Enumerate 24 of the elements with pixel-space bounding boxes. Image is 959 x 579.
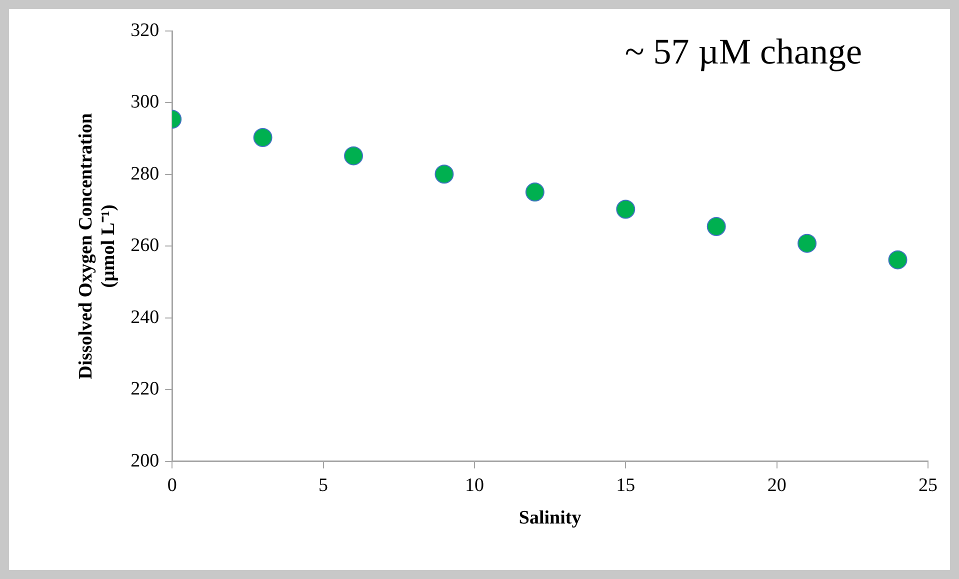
x-tick-label: 15 xyxy=(616,474,636,496)
x-tick-label: 10 xyxy=(464,474,484,496)
point xyxy=(253,128,272,148)
point xyxy=(434,164,454,184)
point xyxy=(706,216,726,236)
point xyxy=(888,250,908,270)
y-tick-label: 280 xyxy=(130,163,160,184)
x-tick-label: 5 xyxy=(318,474,328,496)
y-tick-label: 200 xyxy=(130,450,160,472)
point xyxy=(616,200,636,219)
y-tick-label: 260 xyxy=(130,235,160,256)
x-tick-label: 20 xyxy=(767,474,786,496)
y-tick-label: 320 xyxy=(130,20,160,41)
point xyxy=(344,146,364,166)
y-axis-title: Dissolved Oxygen Concentration (µmol L⁻¹) xyxy=(75,112,120,380)
y-tick-label: 300 xyxy=(130,92,160,113)
x-tick-label: 25 xyxy=(918,474,938,496)
annotation: ~ 57 µM change xyxy=(624,31,862,72)
y-tick-label: 240 xyxy=(130,306,160,328)
x-axis-title: Salinity xyxy=(518,508,582,529)
point xyxy=(798,234,817,253)
x-tick-label: 0 xyxy=(167,474,177,496)
y-tick-label: 220 xyxy=(130,378,160,400)
point xyxy=(525,182,544,202)
